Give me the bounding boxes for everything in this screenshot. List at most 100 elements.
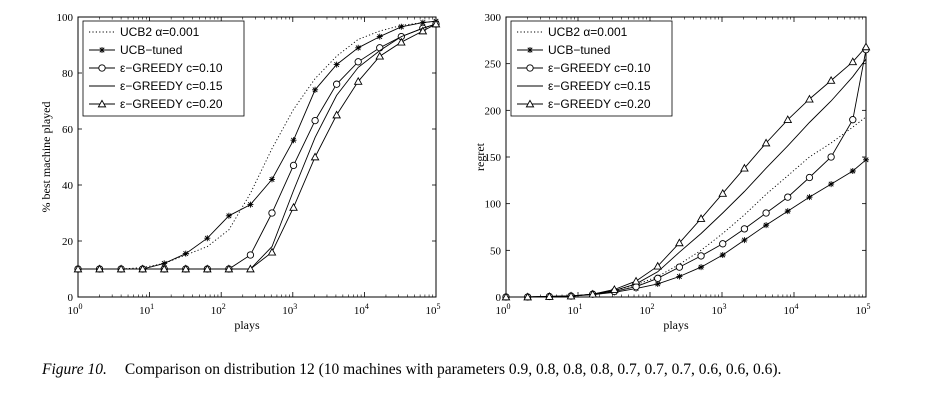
legend: UCB2 α=0.001 UCB−tuned ε−GREEDY c=0.10 ε−GR… (510, 20, 673, 117)
data-point (290, 137, 297, 144)
chart-2: 0 50 100 150 200 250 300 100 101 102 103 104 105 play… (473, 12, 871, 332)
data-point (654, 280, 661, 287)
data-point (224, 264, 234, 273)
data-point (849, 168, 856, 174)
legend-marker (526, 64, 534, 72)
series-line (506, 116, 867, 298)
data-point (848, 57, 858, 66)
data-point (653, 261, 663, 270)
x-tick-label: 105 (856, 302, 871, 317)
data-point (718, 188, 728, 197)
series-line (78, 23, 437, 270)
data-point (784, 208, 791, 215)
legend-marker (98, 64, 106, 72)
data-point (268, 209, 276, 217)
y-tick-label: 60 (62, 124, 74, 136)
legend-label: ε−GREEDY c=0.20 (548, 97, 651, 111)
data-point (828, 181, 835, 188)
x-tick-label: 101 (139, 302, 154, 317)
y-tick-label: 250 (485, 59, 502, 71)
legend-label: UCB2 α=0.001 (548, 25, 628, 39)
x-tick-label: 104 (784, 302, 799, 317)
y-tick-label: 0 (496, 292, 502, 304)
y-tick-label: 200 (485, 105, 502, 117)
data-point (761, 138, 771, 147)
data-point (783, 115, 793, 123)
data-point (675, 263, 684, 271)
data-point (312, 86, 319, 93)
data-point (827, 153, 835, 161)
series-2 (503, 156, 869, 300)
data-point (418, 26, 428, 35)
data-point (741, 237, 748, 244)
data-point (182, 250, 189, 257)
x-tick-label: 100 (496, 302, 511, 317)
series-5 (501, 42, 871, 301)
data-point (631, 276, 641, 285)
data-point (698, 264, 705, 271)
legend-marker (99, 47, 105, 53)
data-point (333, 61, 340, 68)
data-point (431, 19, 441, 28)
data-point (95, 264, 104, 273)
data-point (654, 274, 662, 282)
data-point (353, 76, 363, 85)
legend-label: ε−GREEDY c=0.15 (548, 79, 651, 93)
plot-frame (77, 16, 437, 298)
legend-label: ε−GREEDY c=0.10 (548, 61, 651, 75)
legend-label: UCB−tuned (548, 43, 610, 57)
x-tick-label: 103 (282, 302, 297, 317)
y-tick-label: 100 (485, 199, 502, 211)
data-point (310, 152, 320, 161)
data-point (376, 33, 383, 40)
y-tick-label: 40 (62, 180, 74, 192)
data-point (138, 264, 148, 273)
data-point (863, 156, 869, 163)
legend-label: UCB2 α=0.001 (120, 25, 200, 39)
series-5 (73, 19, 441, 273)
y-tick-label: 50 (490, 245, 502, 257)
x-tick-label: 103 (712, 302, 727, 317)
data-point (311, 116, 319, 125)
x-tick-label: 102 (211, 302, 226, 317)
data-point (697, 252, 705, 260)
data-point (225, 212, 232, 219)
data-point (204, 235, 211, 242)
data-point (861, 42, 871, 51)
data-point (588, 289, 598, 298)
data-point (501, 292, 511, 301)
data-point (676, 273, 683, 280)
charts-svg: 0 20 40 60 80 100 100 101 102 103 104 105 plays % bes… (39, 12, 871, 332)
data-point (73, 264, 83, 273)
data-point (354, 58, 362, 66)
data-point (719, 240, 727, 248)
data-point (289, 202, 298, 211)
data-point (396, 37, 406, 46)
data-point (267, 247, 277, 256)
data-point (419, 19, 426, 26)
x-tick-label: 104 (354, 302, 369, 317)
caption-label: Figure 10. (42, 361, 107, 378)
data-point (675, 238, 684, 247)
figure-caption: Figure 10. Comparison on distribution 12 … (42, 359, 892, 380)
x-tick-label: 100 (68, 302, 83, 317)
y-axis-label: % best machine played (39, 102, 53, 213)
legend-label: UCB−tuned (120, 43, 182, 57)
data-point (376, 44, 384, 52)
data-point (246, 264, 255, 273)
data-point (805, 94, 814, 103)
legend-label: ε−GREEDY c=0.10 (120, 61, 223, 75)
legend: UCB2 α=0.001 UCB−tuned ε−GREEDY c=0.10 ε−GR… (82, 20, 245, 117)
legend-box (510, 20, 673, 117)
legend-label: ε−GREEDY c=0.20 (120, 97, 223, 111)
caption-text: Comparison on distribution 12 (10 machin… (124, 361, 782, 378)
data-point (181, 264, 191, 273)
data-point (398, 23, 405, 30)
legend-marker (97, 99, 107, 108)
legend-box (82, 20, 245, 117)
y-tick-label: 0 (68, 292, 74, 304)
y-tick-label: 300 (485, 12, 502, 24)
y-tick-label: 150 (485, 152, 502, 164)
series-line (506, 46, 867, 298)
data-point (740, 225, 749, 233)
